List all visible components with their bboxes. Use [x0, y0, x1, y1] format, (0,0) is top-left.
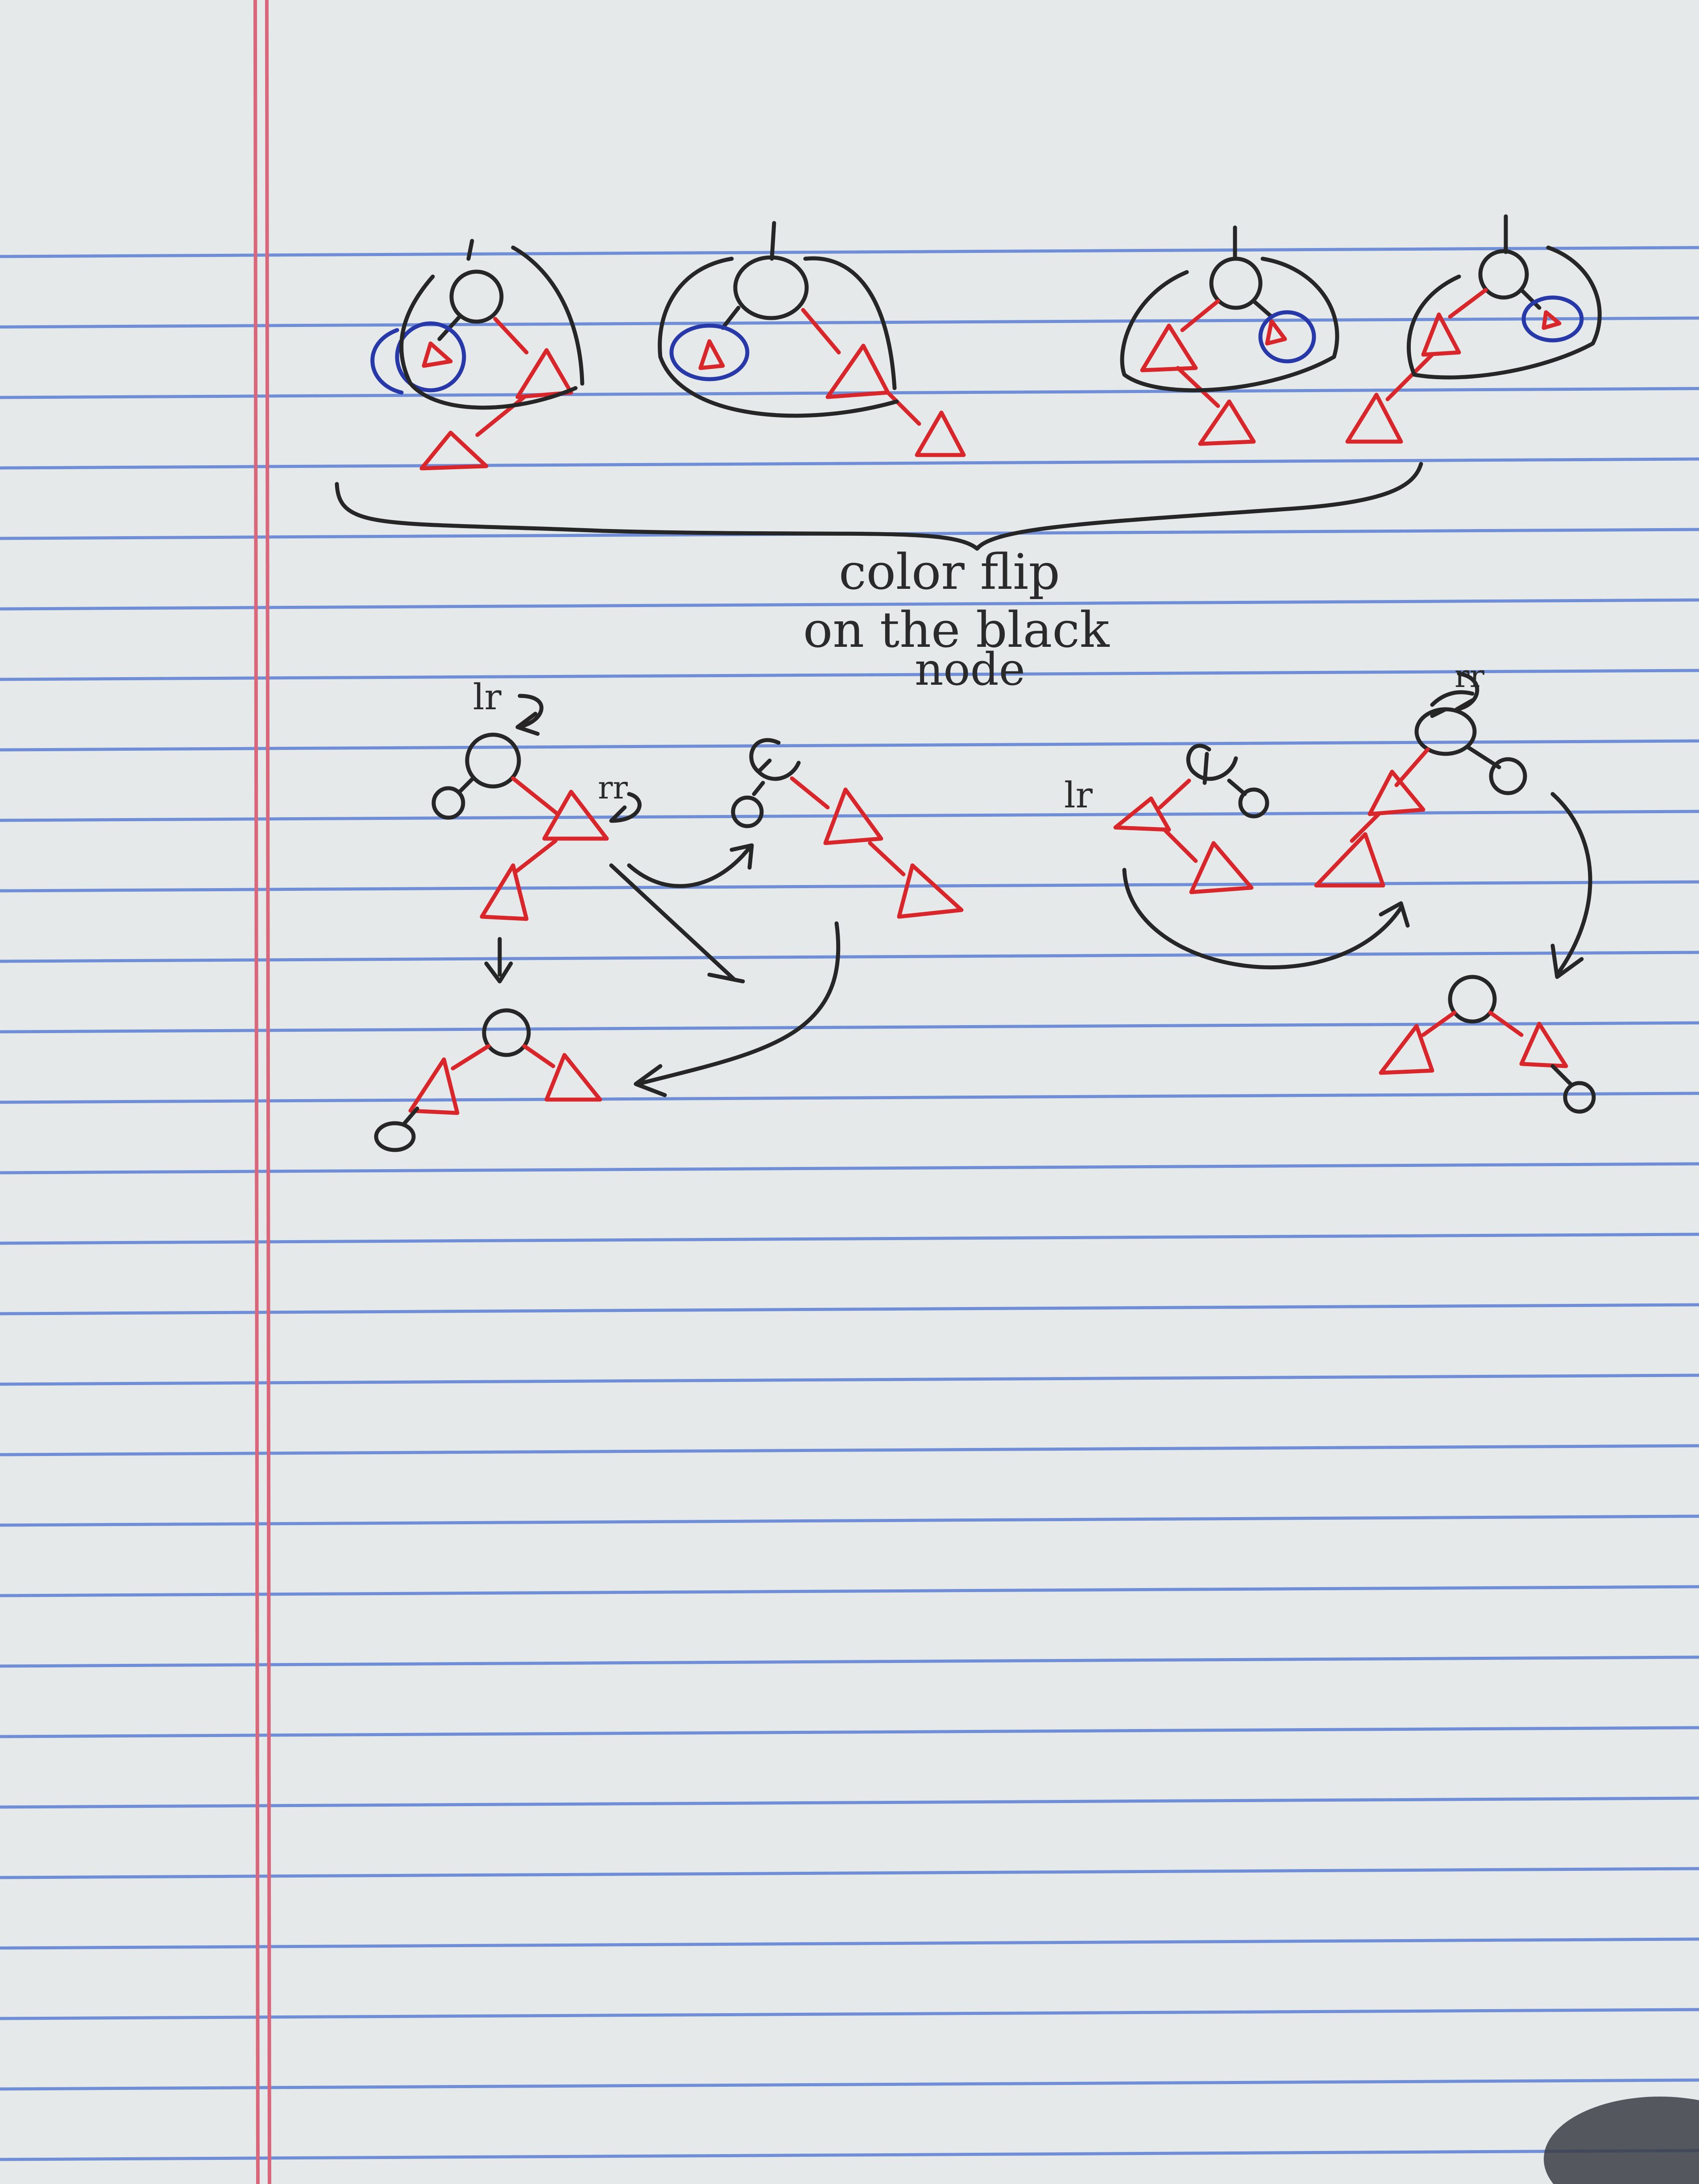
- ruled-line: [0, 1373, 1699, 1386]
- black-node: [1414, 707, 1477, 756]
- top-diagram-3: [1120, 225, 1339, 446]
- red-node: [1265, 319, 1287, 346]
- ruled-line: [0, 1233, 1699, 1245]
- ruled-line: [0, 457, 1699, 470]
- ruled-line: [0, 1303, 1699, 1315]
- red-node: [544, 1053, 602, 1102]
- ruled-line: [0, 1585, 1699, 1597]
- ruled-line: [0, 739, 1699, 752]
- top-diagram-4: [1345, 214, 1602, 444]
- red-node: [1379, 1024, 1434, 1075]
- red-node: [1542, 310, 1562, 330]
- label-rr: rr: [1455, 658, 1484, 695]
- red-node: [1421, 312, 1461, 357]
- top-diagram-1: [370, 239, 584, 471]
- red-node: [698, 339, 725, 370]
- black-node: [465, 732, 521, 789]
- ruled-line: [0, 880, 1699, 893]
- ruled-line: [0, 810, 1699, 822]
- blue-circle: [395, 321, 466, 393]
- caption: color flip on the black node: [803, 543, 1110, 695]
- ruled-line: [0, 1867, 1699, 1879]
- ruled-line: [0, 387, 1699, 399]
- black-node: [733, 255, 809, 320]
- red-node: [897, 863, 964, 919]
- ruled-line: [0, 1937, 1699, 1950]
- label-lr: lr: [473, 676, 502, 718]
- bottom-right-rotations: lr rr: [1064, 658, 1596, 1114]
- red-node: [823, 787, 883, 845]
- arrow: [627, 843, 754, 888]
- ruled-line: [0, 951, 1699, 963]
- hand-shadow: [1544, 2097, 1699, 2184]
- top-diagram-2: [658, 221, 966, 457]
- label-rr: rr: [598, 769, 628, 806]
- arrow: [1550, 792, 1592, 979]
- arrow: [634, 921, 841, 1097]
- black-node: [374, 1121, 416, 1152]
- red-node: [915, 410, 966, 457]
- black-node: [1448, 975, 1497, 1024]
- ruled-line: [0, 1796, 1699, 1809]
- caption-line-3: node: [915, 643, 1025, 695]
- black-node: [1209, 256, 1263, 310]
- ruled-line: [0, 1655, 1699, 1668]
- red-node: [515, 348, 573, 399]
- black-node: [482, 1008, 531, 1057]
- margin-line: [253, 0, 271, 2184]
- bottom-left-rotations: lr rr: [374, 676, 964, 1152]
- red-node: [1189, 841, 1254, 894]
- ruled-line: [0, 2008, 1699, 2020]
- red-node: [1113, 796, 1171, 832]
- ruled-line: [0, 1444, 1699, 1456]
- red-node: [825, 343, 890, 399]
- blue-circle: [669, 323, 750, 381]
- curly-brace: [335, 462, 1423, 551]
- ruled-line: [0, 669, 1699, 681]
- caption-line-2: on the black: [803, 601, 1110, 658]
- black-node: [1489, 757, 1527, 795]
- ruled-lines: [0, 246, 1699, 2161]
- black-node: [1563, 1081, 1596, 1114]
- red-node: [542, 790, 609, 841]
- red-node: [1140, 323, 1198, 372]
- black-node: [1478, 249, 1529, 300]
- red-node: [422, 341, 453, 368]
- red-node: [1345, 393, 1403, 444]
- red-node: [1367, 769, 1426, 816]
- red-node: [1314, 832, 1385, 888]
- blue-circle: [1258, 310, 1316, 364]
- black-node: [449, 269, 504, 324]
- ruled-line: [0, 598, 1699, 611]
- ruled-line: [0, 1092, 1699, 1104]
- arrow: [609, 863, 745, 984]
- arrow: [1122, 868, 1410, 970]
- red-node: [1198, 399, 1256, 446]
- caption-line-1: color flip: [839, 543, 1060, 600]
- label-lr: lr: [1064, 774, 1093, 816]
- black-node: [431, 786, 465, 820]
- red-node: [419, 430, 489, 471]
- ruled-line: [0, 1726, 1699, 1738]
- ruled-line: [0, 246, 1699, 258]
- ruled-line: [0, 1514, 1699, 1527]
- blue-circle: [1521, 295, 1584, 343]
- black-node: [731, 795, 764, 828]
- red-node: [480, 863, 529, 921]
- black-node: [1238, 787, 1269, 819]
- ruled-line: [0, 1162, 1699, 1175]
- top-row-diagrams: [335, 214, 1602, 551]
- red-node: [1519, 1022, 1568, 1068]
- red-node: [408, 1057, 460, 1115]
- ruled-line: [0, 2078, 1699, 2091]
- ruled-line: [0, 2149, 1699, 2161]
